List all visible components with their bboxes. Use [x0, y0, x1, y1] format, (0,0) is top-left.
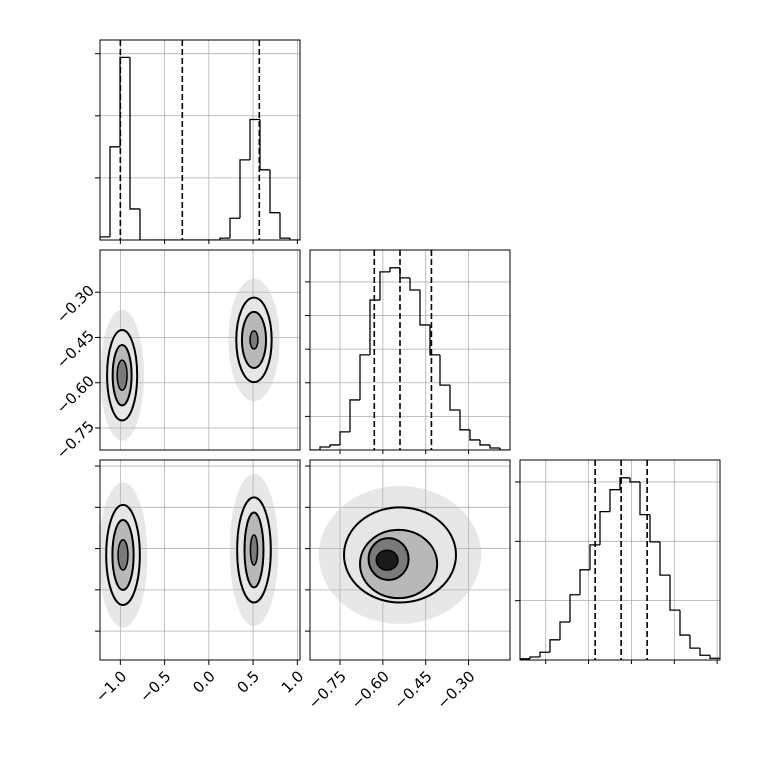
hist-step — [709, 655, 720, 660]
hist-step — [599, 510, 610, 545]
hist-step — [409, 277, 420, 291]
hist-step — [479, 439, 490, 446]
contour — [375, 549, 399, 571]
hist-step — [369, 299, 380, 355]
hist-step — [459, 410, 470, 431]
hist-step — [249, 118, 260, 160]
panel — [310, 460, 510, 660]
hist-step — [119, 56, 130, 147]
hist-step — [619, 477, 630, 490]
x-tick-label: −0.5 — [136, 667, 174, 705]
hist-step — [529, 656, 540, 659]
hist-step — [449, 385, 460, 411]
hist-step — [419, 290, 430, 326]
hist-step — [659, 541, 670, 576]
hist-step — [279, 212, 290, 239]
x-tick-label: −0.60 — [348, 667, 393, 712]
hist-step — [679, 610, 690, 636]
hist-step — [219, 237, 230, 240]
hist-step — [329, 444, 340, 447]
hist-step — [669, 575, 680, 611]
hist-step — [229, 217, 240, 239]
panel — [100, 40, 300, 240]
hist-step — [559, 621, 570, 640]
hist-step — [109, 146, 120, 237]
hist-step — [289, 238, 300, 240]
hist-step — [609, 489, 620, 512]
hist-step — [569, 594, 580, 623]
hist-step — [239, 159, 250, 219]
x-tick-label: −0.75 — [305, 667, 350, 712]
contour — [116, 359, 128, 392]
hist-step — [469, 429, 480, 441]
hist-step — [359, 354, 370, 400]
y-tick-label: −0.45 — [53, 327, 98, 372]
panel — [520, 460, 720, 660]
contour — [117, 539, 129, 571]
hist-step — [689, 635, 700, 649]
hist-step — [489, 444, 500, 449]
x-tick-label: −0.30 — [433, 667, 478, 712]
x-tick-label: −1.0 — [92, 667, 130, 705]
x-tick-label: 0.0 — [189, 667, 219, 697]
x-tick-label: 1.0 — [278, 667, 308, 697]
panel-frame — [99, 39, 301, 241]
hist-step — [589, 544, 600, 570]
y-tick-label: −0.60 — [53, 372, 98, 417]
hist-step — [579, 569, 590, 595]
contour — [249, 534, 259, 566]
panel-frame — [99, 249, 301, 451]
hist-step — [349, 399, 360, 432]
hist-step — [429, 324, 440, 356]
y-tick-label: −0.30 — [53, 282, 98, 327]
hist-step — [549, 639, 560, 653]
panel — [310, 250, 510, 450]
hist-step — [520, 658, 530, 660]
hist-step — [699, 648, 710, 656]
hist-step — [639, 481, 650, 516]
hist-step — [399, 267, 410, 279]
hist-step — [379, 271, 390, 301]
hist-step — [629, 477, 640, 483]
y-tick-label: −0.75 — [53, 417, 98, 462]
hist-step — [259, 119, 270, 171]
x-tick-label: −0.45 — [390, 667, 435, 712]
panel-frame — [309, 249, 511, 451]
hist-step — [339, 431, 350, 445]
contour — [249, 330, 259, 350]
hist-step — [139, 208, 150, 240]
hist-step — [269, 169, 280, 214]
hist-step — [499, 447, 510, 450]
hist-step — [539, 651, 550, 658]
panel — [100, 460, 300, 660]
hist-step — [100, 236, 110, 240]
panel-frame — [99, 459, 301, 661]
hist-step — [649, 514, 660, 543]
hist-step — [439, 354, 450, 386]
x-tick-label: 0.5 — [234, 667, 264, 697]
hist-step — [319, 446, 330, 450]
panel-frame — [309, 459, 511, 661]
panel — [100, 250, 300, 450]
hist-step — [129, 57, 140, 210]
hist-step — [389, 267, 400, 272]
panel-frame — [519, 459, 721, 661]
